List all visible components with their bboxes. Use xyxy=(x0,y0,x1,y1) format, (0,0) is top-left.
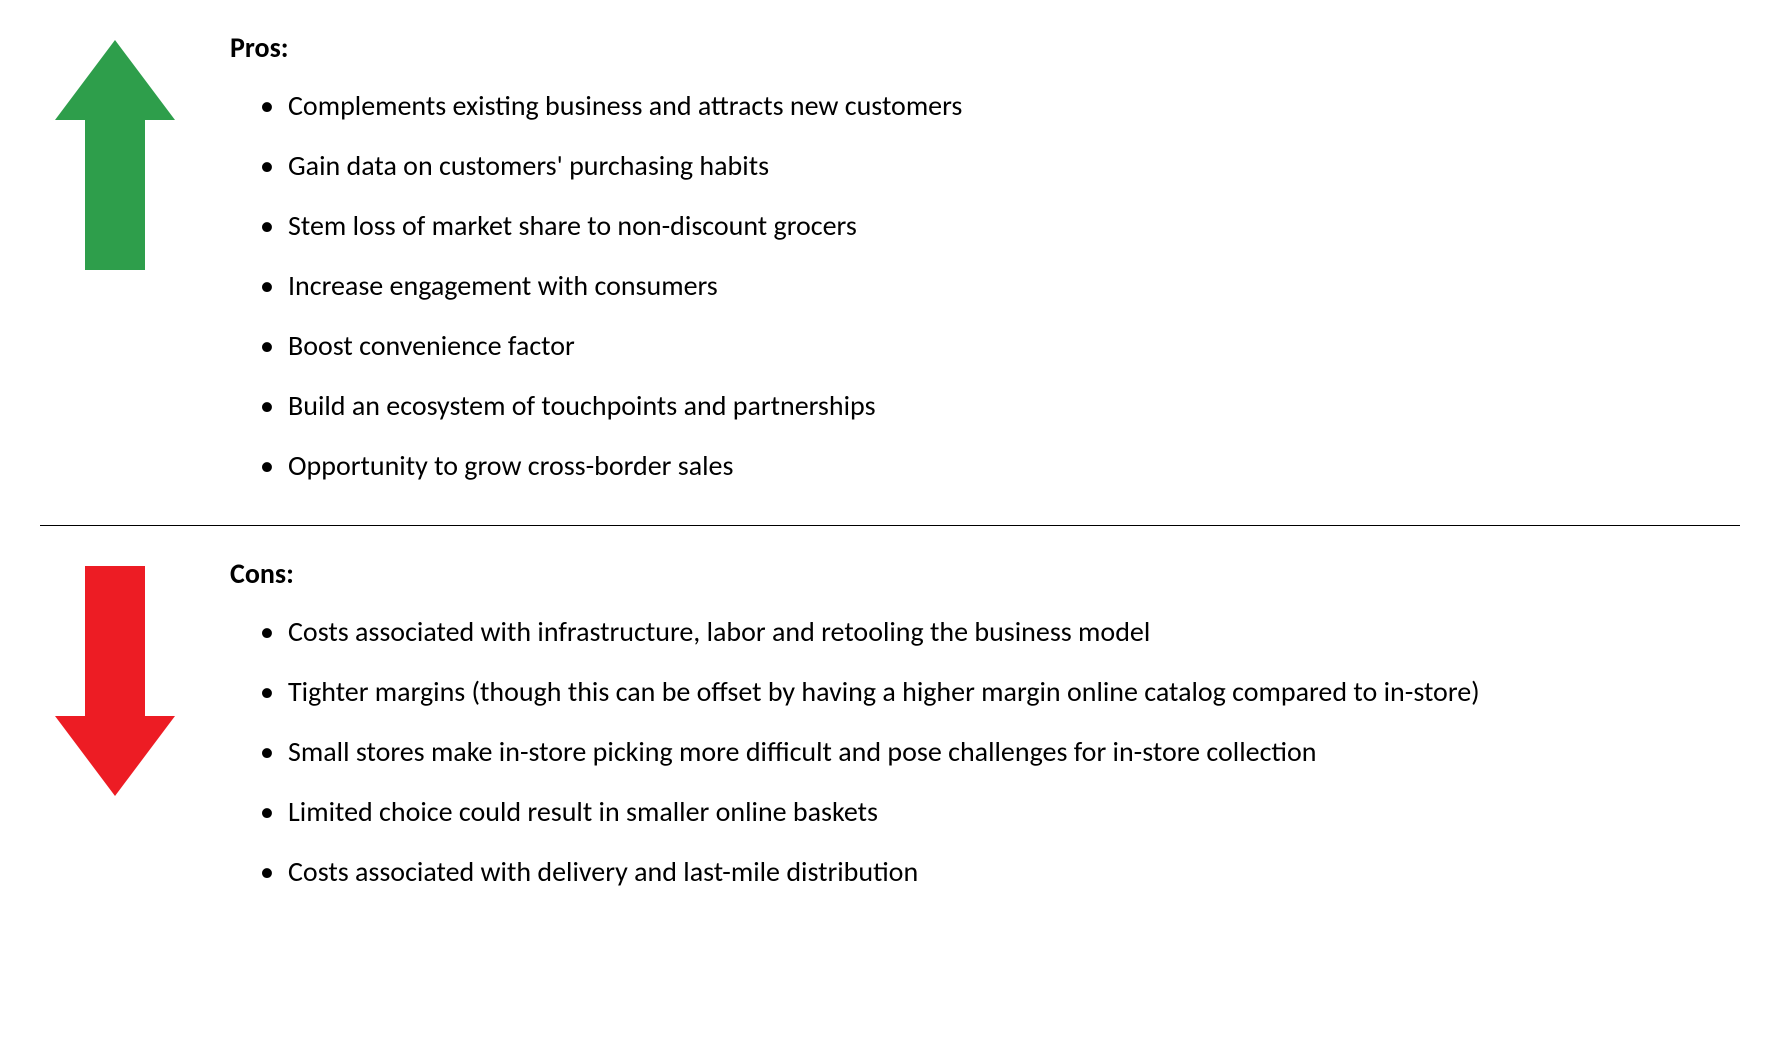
list-item: Costs associated with delivery and last-… xyxy=(260,851,1700,893)
list-item: Limited choice could result in smaller o… xyxy=(260,791,1700,833)
list-item: Gain data on customers' purchasing habit… xyxy=(260,145,1700,187)
up-arrow-icon xyxy=(55,40,175,270)
pros-arrow-container xyxy=(40,30,190,270)
pros-list: Complements existing business and attrac… xyxy=(230,85,1700,487)
down-arrow-icon xyxy=(55,566,175,796)
list-item: Tighter margins (though this can be offs… xyxy=(260,671,1700,713)
pros-title: Pros: xyxy=(230,30,1700,65)
cons-list: Costs associated with infrastructure, la… xyxy=(230,611,1700,893)
pros-section: Pros: Complements existing business and … xyxy=(40,30,1740,505)
section-divider xyxy=(40,525,1740,526)
list-item: Costs associated with infrastructure, la… xyxy=(260,611,1700,653)
cons-section: Cons: Costs associated with infrastructu… xyxy=(40,556,1740,911)
pros-content: Pros: Complements existing business and … xyxy=(230,30,1740,505)
cons-content: Cons: Costs associated with infrastructu… xyxy=(230,556,1740,911)
cons-arrow-container xyxy=(40,556,190,796)
list-item: Build an ecosystem of touchpoints and pa… xyxy=(260,385,1700,427)
list-item: Increase engagement with consumers xyxy=(260,265,1700,307)
list-item: Boost convenience factor xyxy=(260,325,1700,367)
list-item: Complements existing business and attrac… xyxy=(260,85,1700,127)
list-item: Stem loss of market share to non-discoun… xyxy=(260,205,1700,247)
cons-title: Cons: xyxy=(230,556,1700,591)
list-item: Small stores make in-store picking more … xyxy=(260,731,1700,773)
list-item: Opportunity to grow cross-border sales xyxy=(260,445,1700,487)
